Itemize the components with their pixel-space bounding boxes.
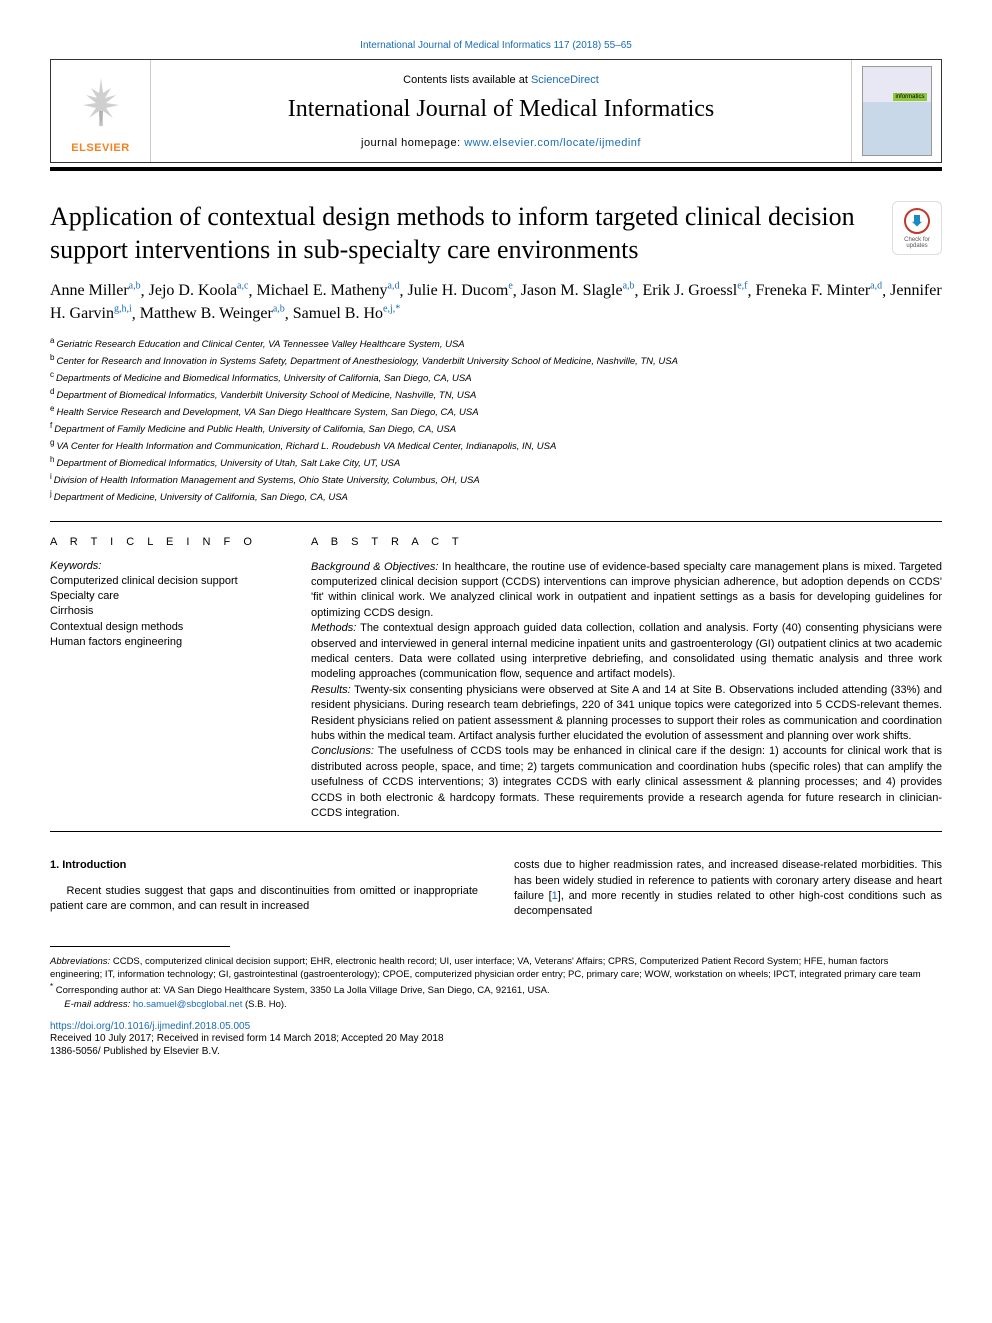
abstract-section: Conclusions: The usefulness of CCDS tool… (311, 744, 942, 821)
email-footnote: E-mail address: ho.samuel@sbcglobal.net … (50, 998, 942, 1011)
check-updates-icon (904, 208, 930, 234)
abstract-heading: A B S T R A C T (311, 536, 942, 548)
keyword: Cirrhosis (50, 604, 275, 619)
author: Erik J. Groessle,f (643, 282, 748, 299)
journal-citation[interactable]: International Journal of Medical Informa… (50, 40, 942, 51)
author: Freneka F. Mintera,d (755, 282, 882, 299)
keyword: Computerized clinical decision support (50, 574, 275, 589)
author: Matthew B. Weingera,b (140, 305, 285, 322)
affiliation: jDepartment of Medicine, University of C… (50, 488, 942, 505)
keywords-label: Keywords: (50, 560, 275, 572)
corresponding-author-footnote: * Corresponding author at: VA San Diego … (50, 981, 942, 997)
header-center: Contents lists available at ScienceDirec… (151, 60, 851, 162)
affiliation: gVA Center for Health Information and Co… (50, 437, 942, 454)
informatics-badge: informatics (893, 93, 926, 101)
check-updates-badge[interactable]: Check for updates (892, 201, 942, 255)
affiliation: bCenter for Research and Innovation in S… (50, 352, 942, 369)
homepage-prefix: journal homepage: (361, 137, 464, 149)
doi-link[interactable]: https://doi.org/10.1016/j.ijmedinf.2018.… (50, 1021, 942, 1032)
author: Michael E. Mathenya,d (256, 282, 399, 299)
authors-list: Anne Millera,b, Jejo D. Koolaa,c, Michae… (50, 280, 942, 325)
affiliation: cDepartments of Medicine and Biomedical … (50, 369, 942, 386)
contents-line: Contents lists available at ScienceDirec… (403, 74, 599, 86)
article-info-heading: A R T I C L E I N F O (50, 536, 275, 548)
sciencedirect-link[interactable]: ScienceDirect (531, 74, 599, 86)
received-dates: Received 10 July 2017; Received in revis… (50, 1032, 942, 1045)
elsevier-tree-icon (66, 68, 136, 138)
para-text: ], and more recently in studies related … (514, 890, 942, 917)
check-updates-text2: updates (906, 243, 927, 249)
header-divider (50, 167, 942, 171)
cover-block: informatics (851, 60, 941, 162)
affiliation: aGeriatric Research Education and Clinic… (50, 335, 942, 352)
body-column-left: 1. Introduction Recent studies suggest t… (50, 858, 478, 920)
intro-para-left: Recent studies suggest that gaps and dis… (50, 884, 478, 915)
keyword: Human factors engineering (50, 635, 275, 650)
abstract-section: Methods: The contextual design approach … (311, 621, 942, 683)
affiliation: dDepartment of Biomedical Informatics, V… (50, 386, 942, 403)
journal-header: ELSEVIER Contents lists available at Sci… (50, 59, 942, 163)
elsevier-logo-block: ELSEVIER (51, 60, 151, 162)
email-link[interactable]: ho.samuel@sbcglobal.net (130, 999, 242, 1010)
contents-prefix: Contents lists available at (403, 74, 531, 86)
keyword: Specialty care (50, 589, 275, 604)
homepage-line: journal homepage: www.elsevier.com/locat… (361, 137, 641, 149)
journal-cover-thumbnail: informatics (862, 66, 932, 156)
author: Jejo D. Koolaa,c (149, 282, 249, 299)
email-person: (S.B. Ho). (242, 999, 286, 1010)
journal-name: International Journal of Medical Informa… (288, 96, 715, 123)
footnote-divider (50, 946, 230, 947)
issn-publisher: 1386-5056/ Published by Elsevier B.V. (50, 1045, 942, 1058)
abbrev-label: Abbreviations: (50, 956, 110, 967)
article-info-column: A R T I C L E I N F O Keywords: Computer… (50, 536, 275, 822)
abbrev-text: CCDS, computerized clinical decision sup… (50, 956, 921, 980)
footnotes: Abbreviations: CCDS, computerized clinic… (50, 955, 942, 1011)
author: Julie H. Ducome (407, 282, 512, 299)
homepage-link[interactable]: www.elsevier.com/locate/ijmedinf (464, 137, 641, 149)
article-title: Application of contextual design methods… (50, 201, 872, 266)
affiliations-list: aGeriatric Research Education and Clinic… (50, 335, 942, 504)
abbreviations-footnote: Abbreviations: CCDS, computerized clinic… (50, 955, 942, 982)
keyword: Contextual design methods (50, 620, 275, 635)
abstract-column: A B S T R A C T Background & Objectives:… (311, 536, 942, 822)
intro-heading: 1. Introduction (50, 858, 478, 873)
elsevier-wordmark: ELSEVIER (71, 142, 129, 154)
affiliation: fDepartment of Family Medicine and Publi… (50, 420, 942, 437)
intro-para-right: costs due to higher readmission rates, a… (514, 858, 942, 920)
affiliation: hDepartment of Biomedical Informatics, U… (50, 454, 942, 471)
author: Jason M. Slaglea,b (521, 282, 635, 299)
affiliation: eHealth Service Research and Development… (50, 403, 942, 420)
abstract-text: Background & Objectives: In healthcare, … (311, 560, 942, 822)
affiliation: iDivision of Health Information Manageme… (50, 471, 942, 488)
author: Samuel B. Hoe,j,* (293, 305, 400, 322)
abstract-section: Results: Twenty-six consenting physician… (311, 683, 942, 745)
body-column-right: costs due to higher readmission rates, a… (514, 858, 942, 920)
author: Anne Millera,b (50, 282, 141, 299)
divider (50, 521, 942, 522)
keywords-list: Computerized clinical decision supportSp… (50, 574, 275, 651)
divider (50, 831, 942, 832)
abstract-section: Background & Objectives: In healthcare, … (311, 560, 942, 622)
corr-text: Corresponding author at: VA San Diego He… (53, 986, 550, 997)
email-label: E-mail address: (64, 999, 130, 1010)
